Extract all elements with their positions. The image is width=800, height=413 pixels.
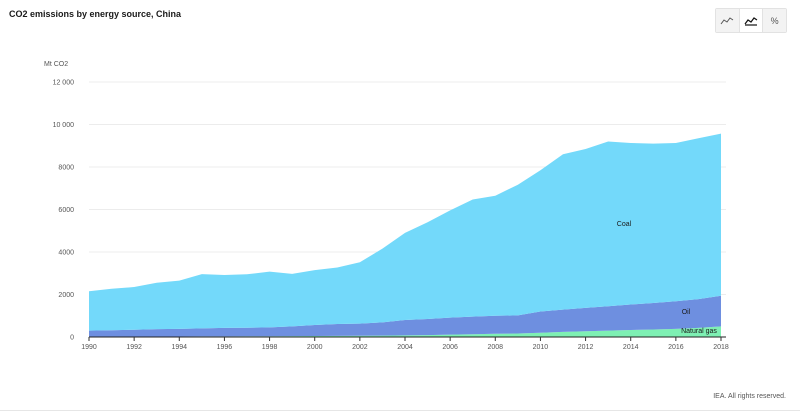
line-view-button[interactable] — [716, 9, 740, 32]
x-tick-label: 2014 — [623, 344, 639, 351]
x-axis-ticks: 1990 1992 1994 1996 1998 2000 2002 2004 2006 2008… — [81, 337, 729, 351]
area-natural-gas — [89, 326, 721, 337]
y-tick-label: 6000 — [58, 207, 74, 214]
y-tick-label: 10 000 — [53, 122, 75, 129]
line-chart-icon — [720, 16, 734, 24]
percent-icon: % — [770, 15, 779, 26]
chart-view-toggle: % — [715, 8, 787, 33]
area-chart-icon — [744, 16, 758, 26]
x-tick-label: 2016 — [668, 344, 684, 351]
x-tick-label: 2000 — [307, 344, 323, 351]
x-tick-label: 1996 — [217, 344, 233, 351]
x-tick-label: 2012 — [578, 344, 594, 351]
y-axis-unit-label: Mt CO2 — [44, 61, 68, 68]
series-label-oil: Oil — [682, 309, 691, 316]
x-tick-label: 2018 — [713, 344, 729, 351]
area-coal — [89, 133, 721, 331]
area-series — [89, 133, 726, 338]
y-tick-label: 12 000 — [53, 80, 75, 87]
bottom-divider — [0, 410, 800, 411]
x-tick-label: 1994 — [171, 344, 187, 351]
y-tick-label: 2000 — [58, 292, 74, 299]
credit-text: IEA. All rights reserved. — [713, 393, 786, 400]
y-axis-ticks: 0 2000 4000 6000 8000 10 000 12 000 — [53, 80, 75, 342]
x-tick-label: 1998 — [262, 344, 278, 351]
series-label-coal: Coal — [617, 221, 632, 228]
y-tick-label: 8000 — [58, 165, 74, 172]
y-tick-label: 4000 — [58, 250, 74, 257]
series-label-natural-gas: Natural gas — [681, 328, 717, 335]
x-tick-label: 1990 — [81, 344, 97, 351]
percent-view-button[interactable]: % — [763, 9, 787, 32]
chart-title: CO2 emissions by energy source, China — [9, 9, 182, 19]
y-tick-label: 0 — [70, 335, 74, 342]
area-oil — [89, 295, 721, 337]
area-view-button[interactable] — [739, 9, 764, 32]
series-labels: Natural gas Oil Coal — [617, 221, 718, 335]
x-tick-label: 1992 — [126, 344, 142, 351]
x-tick-label: 2006 — [442, 344, 458, 351]
x-tick-label: 2004 — [397, 344, 413, 351]
x-tick-label: 2010 — [533, 344, 549, 351]
x-tick-label: 2002 — [352, 344, 368, 351]
x-tick-label: 2008 — [487, 344, 503, 351]
